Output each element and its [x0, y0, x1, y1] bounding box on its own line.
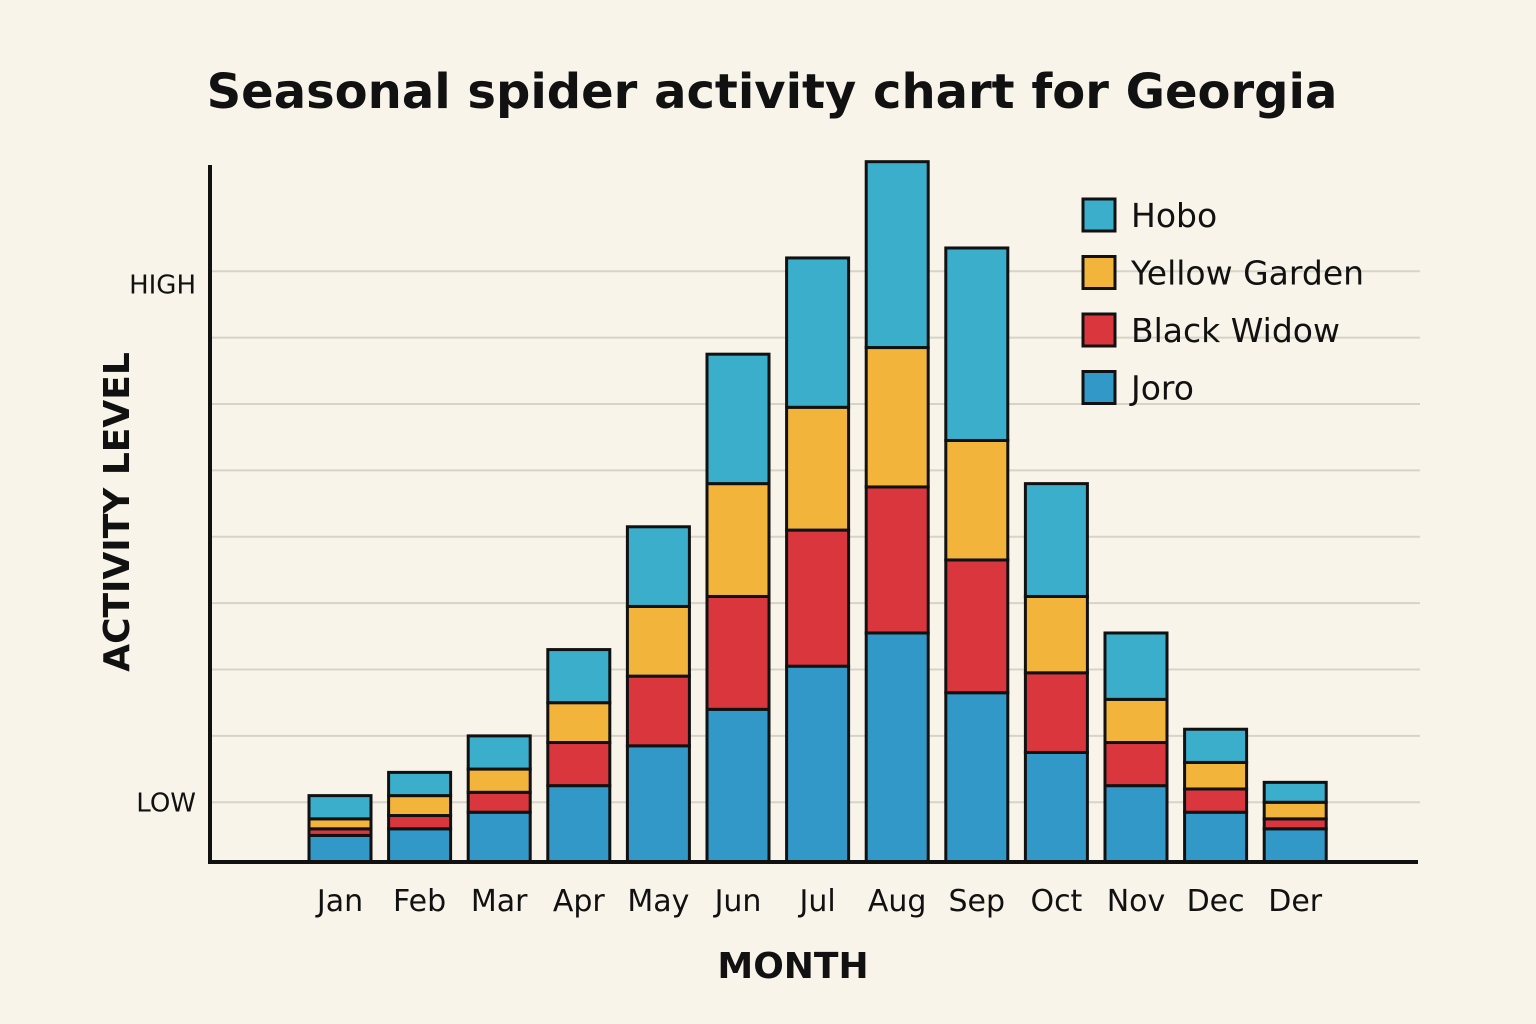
bar-segment-hobo-aug [864, 160, 930, 350]
y-axis-label: ACTIVITY LEVEL [97, 352, 138, 672]
bar-segment-yellow-garden-nov [1103, 697, 1169, 745]
bar-segment-joro-der [1262, 827, 1328, 864]
bar-segment-joro-jan [307, 833, 373, 864]
legend-swatch-joro [1081, 370, 1117, 405]
y-tick-label: HIGH [129, 270, 196, 300]
legend-swatch-black-widow [1081, 312, 1117, 348]
bar-segment-hobo-apr [546, 648, 612, 705]
bar-segment-joro-mar [466, 810, 532, 864]
x-tick-label: Apr [553, 884, 606, 919]
x-tick-label: Nov [1107, 884, 1166, 919]
x-tick-label: Jul [797, 884, 835, 919]
bar-segment-joro-sep [944, 691, 1010, 864]
bar-segment-hobo-mar [466, 734, 532, 771]
y-tick-labels: LOW HIGH [129, 270, 196, 818]
bar-segment-hobo-jul [785, 256, 851, 409]
x-tick-labels: Jan Feb Mar Apr May Jun Jul Aug Sep Oct Nov Dec Der [315, 884, 1323, 919]
bar-segment-yellow-garden-jul [785, 405, 851, 532]
x-tick-label: Oct [1030, 884, 1082, 919]
bar-segment-yellow-garden-aug [864, 346, 930, 489]
bar-segment-yellow-garden-sep [944, 438, 1010, 562]
legend: Hobo Yellow Garden Black Widow Joro [1081, 196, 1364, 408]
x-tick-label: Feb [393, 884, 446, 919]
bar-segment-joro-jun [705, 707, 771, 864]
bar-segment-yellow-garden-oct [1023, 594, 1089, 675]
bar-segment-hobo-oct [1023, 482, 1089, 598]
chart-title: Seasonal spider activity chart for Georg… [207, 64, 1338, 120]
bar-segment-joro-oct [1023, 750, 1089, 864]
bar-segment-joro-nov [1103, 784, 1169, 864]
bar-segment-yellow-garden-der [1262, 800, 1328, 821]
legend-label-hobo: Hobo [1131, 196, 1217, 235]
x-tick-label: Sep [949, 884, 1006, 919]
bar-segment-black-widow-mar [466, 790, 532, 814]
bar-segment-black-widow-nov [1103, 741, 1169, 788]
bar-segment-hobo-der [1262, 780, 1328, 804]
x-tick-label: Dec [1187, 884, 1245, 919]
bar-segment-hobo-feb [387, 770, 453, 798]
bar-segment-joro-may [625, 744, 691, 864]
bar-segment-joro-aug [864, 631, 930, 864]
bar-segment-black-widow-may [625, 674, 691, 748]
bar-segment-joro-jul [785, 664, 851, 864]
bar-segment-black-widow-dec [1183, 787, 1249, 814]
y-tick-label: LOW [136, 788, 196, 818]
bar-segment-black-widow-oct [1023, 671, 1089, 754]
bar-segment-hobo-jan [307, 794, 373, 821]
bar-segment-black-widow-jun [705, 594, 771, 711]
bar-segment-yellow-garden-may [625, 604, 691, 678]
bar-segment-joro-dec [1183, 810, 1249, 864]
bar-segment-hobo-jun [705, 352, 771, 486]
bar-segment-hobo-may [625, 525, 691, 608]
legend-label-yellow-garden: Yellow Garden [1130, 254, 1364, 293]
legend-swatch-hobo [1081, 197, 1117, 233]
x-tick-label: Der [1268, 884, 1323, 919]
x-tick-label: Aug [868, 884, 927, 919]
axes [208, 165, 1418, 864]
x-tick-label: Jun [713, 884, 762, 919]
bar-segment-yellow-garden-dec [1183, 760, 1249, 791]
x-tick-label: Mar [471, 884, 528, 919]
bar-segment-black-widow-sep [944, 558, 1010, 695]
bar-segment-yellow-garden-mar [466, 767, 532, 794]
bar-segment-joro-feb [387, 827, 453, 864]
x-axis-label: MONTH [717, 946, 868, 987]
bar-segment-hobo-nov [1103, 631, 1169, 701]
bar-segment-hobo-dec [1183, 727, 1249, 764]
bar-segment-yellow-garden-feb [387, 794, 453, 818]
bar-segment-joro-apr [546, 784, 612, 864]
bar-segment-black-widow-feb [387, 814, 453, 831]
bar-segment-black-widow-apr [546, 741, 612, 788]
bar-segment-yellow-garden-jun [705, 482, 771, 598]
bar-segment-black-widow-aug [864, 485, 930, 635]
legend-swatch-yellow-garden [1081, 255, 1117, 290]
bars [307, 160, 1328, 864]
legend-label-black-widow: Black Widow [1131, 311, 1340, 350]
x-tick-label: Jan [315, 884, 363, 919]
bar-segment-black-widow-jul [785, 528, 851, 668]
x-tick-label: May [627, 884, 689, 919]
bar-segment-hobo-sep [944, 246, 1010, 442]
bar-segment-yellow-garden-apr [546, 701, 612, 745]
legend-label-joro: Joro [1129, 369, 1194, 408]
